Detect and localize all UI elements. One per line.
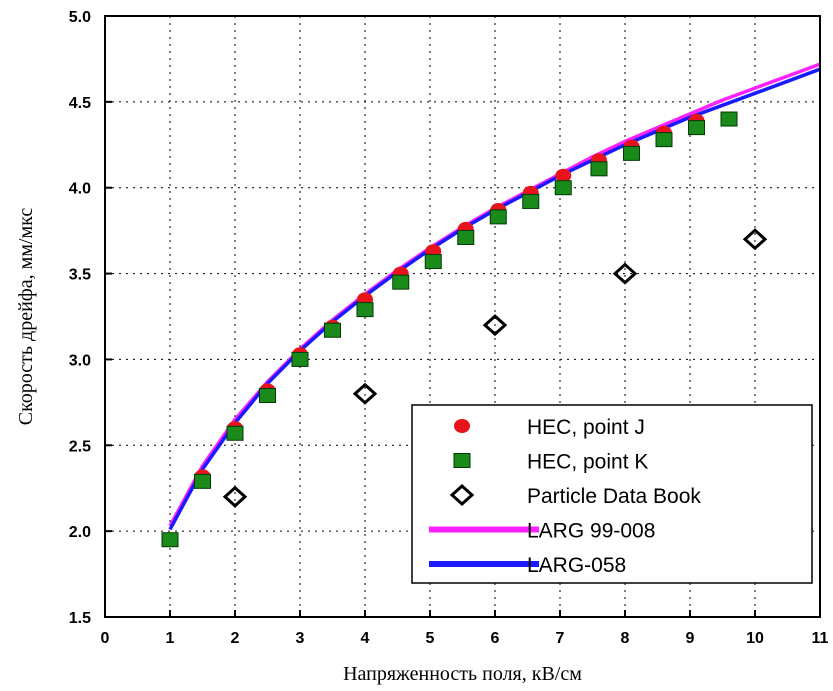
y-tick-label: 5.0 xyxy=(69,9,91,26)
data-point-square xyxy=(291,351,309,367)
plot-frame xyxy=(104,15,821,618)
data-point-square xyxy=(424,254,442,270)
axis-ticks: 0 1 2 3 4 5 6 7 8 9 10 11 1.5 2.0 2.5 3.0 3.5 4.0 4.5 5.0 xyxy=(69,9,829,647)
x-tick-label: 1 xyxy=(166,630,175,647)
data-point-diamond xyxy=(742,228,768,251)
legend: HEC, point J HEC, point K Particle Data Bo… xyxy=(411,404,813,584)
data-point-square xyxy=(356,302,374,318)
y-tick-label: 3.5 xyxy=(69,267,91,284)
y-tick-label: 4.0 xyxy=(69,181,91,198)
legend-label: Particle Data Book xyxy=(527,485,701,508)
data-point-square xyxy=(590,161,608,177)
data-point-square xyxy=(457,230,475,246)
data-point-diamond xyxy=(222,485,248,508)
x-tick-label: 3 xyxy=(296,630,305,647)
x-tick-label: 10 xyxy=(746,630,764,647)
x-tick-label: 9 xyxy=(686,630,695,647)
data-point-square xyxy=(324,322,341,338)
legend-label: HEC, point K xyxy=(527,451,648,474)
data-point-square xyxy=(554,180,572,196)
legend-marker xyxy=(454,419,470,433)
legend-label: LARG-058 xyxy=(527,554,626,577)
x-tick-label: 7 xyxy=(556,630,565,647)
x-tick-label: 0 xyxy=(101,630,110,647)
legend-label: HEC, point J xyxy=(527,416,645,439)
x-tick-label: 6 xyxy=(491,630,500,647)
x-tick-label: 2 xyxy=(231,630,240,647)
y-tick-label: 4.5 xyxy=(69,95,91,112)
x-axis-title: Напряженность поля, кВ/см xyxy=(343,663,582,685)
legend-marker xyxy=(453,453,471,468)
data-point-square xyxy=(655,132,673,148)
x-tick-label: 5 xyxy=(426,630,435,647)
data-point-square xyxy=(720,111,738,127)
data-point-diamond xyxy=(352,382,378,405)
data-point-square xyxy=(259,387,276,403)
legend-marker xyxy=(449,483,475,507)
data-point-square xyxy=(688,120,705,136)
legend-label: LARG 99-008 xyxy=(527,520,655,543)
data-point-circle xyxy=(555,168,572,183)
y-tick-label: 1.5 xyxy=(69,610,91,627)
y-tick-label: 2.5 xyxy=(69,438,91,455)
y-axis-title: Скорость дрейфа, мм/мкс xyxy=(15,208,37,426)
plot-area xyxy=(161,62,821,548)
data-point-square xyxy=(522,193,540,209)
data-point-square xyxy=(392,274,410,290)
data-point-square xyxy=(489,209,507,225)
legend-box xyxy=(411,404,813,584)
x-tick-label: 8 xyxy=(621,630,630,647)
data-point-square xyxy=(623,145,640,161)
y-tick-label: 2.0 xyxy=(69,524,91,541)
data-point-diamond xyxy=(482,314,508,337)
data-point-diamond xyxy=(612,262,638,285)
data-point-square xyxy=(226,425,244,441)
x-tick-label: 11 xyxy=(812,630,829,647)
data-point-square xyxy=(161,532,179,548)
x-tick-label: 4 xyxy=(361,630,370,647)
data-point-square xyxy=(194,473,211,489)
y-tick-label: 3.0 xyxy=(69,352,91,369)
